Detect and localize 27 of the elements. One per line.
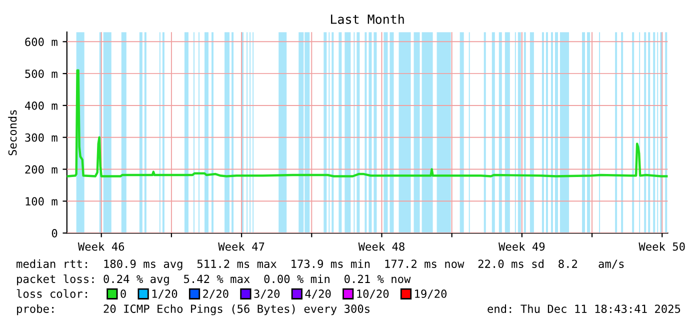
y-tick-label: 400 m bbox=[24, 101, 58, 110]
legend-label: 2/20 bbox=[203, 290, 228, 299]
legend-label: 4/20 bbox=[305, 290, 331, 299]
legend-title: loss color: bbox=[16, 289, 87, 298]
legend-label: 10/20 bbox=[357, 290, 389, 299]
y-tick-label: 200 m bbox=[25, 165, 58, 174]
y-axis-title: Seconds bbox=[8, 110, 17, 156]
line-series bbox=[66, 69, 668, 178]
x-tick-label: Week 48 bbox=[358, 242, 404, 251]
text: packet loss: 0.24 % avg 5.42 % max 0.00 % min 0.21 % now bbox=[17, 274, 411, 286]
x-tick-label: Week 49 bbox=[498, 242, 545, 251]
legend-label: 19/20 bbox=[415, 290, 447, 299]
x-tick-label: Week 46 bbox=[78, 242, 124, 251]
y-tick-label: 300 m bbox=[25, 133, 58, 142]
y-tick-label: 600 m bbox=[25, 38, 58, 46]
y-tick-label: 100 m bbox=[26, 197, 58, 206]
chart-title: Last Month bbox=[331, 14, 404, 24]
text: median rtt: 180.9 ms avg 511.2 ms max 173.9 ms min 177.2 ms now 22.0 ms sd 8.2 am/s bbox=[16, 259, 624, 270]
legend-label: 3/20 bbox=[254, 290, 280, 299]
legend-label: 0 bbox=[120, 290, 126, 298]
y-tick-label: 0 bbox=[52, 229, 58, 238]
x-tick-label: Week 47 bbox=[218, 242, 264, 251]
y-tick-label: 500 m bbox=[25, 70, 58, 78]
text: end: Thu Dec 11 18:43:41 2025 bbox=[488, 304, 680, 314]
x-tick-label: Week 50 bbox=[638, 242, 685, 251]
legend-label: 1/20 bbox=[152, 290, 178, 299]
text: probe: 20 ICMP Echo Pings (56 Bytes) every 300s bbox=[17, 304, 370, 316]
